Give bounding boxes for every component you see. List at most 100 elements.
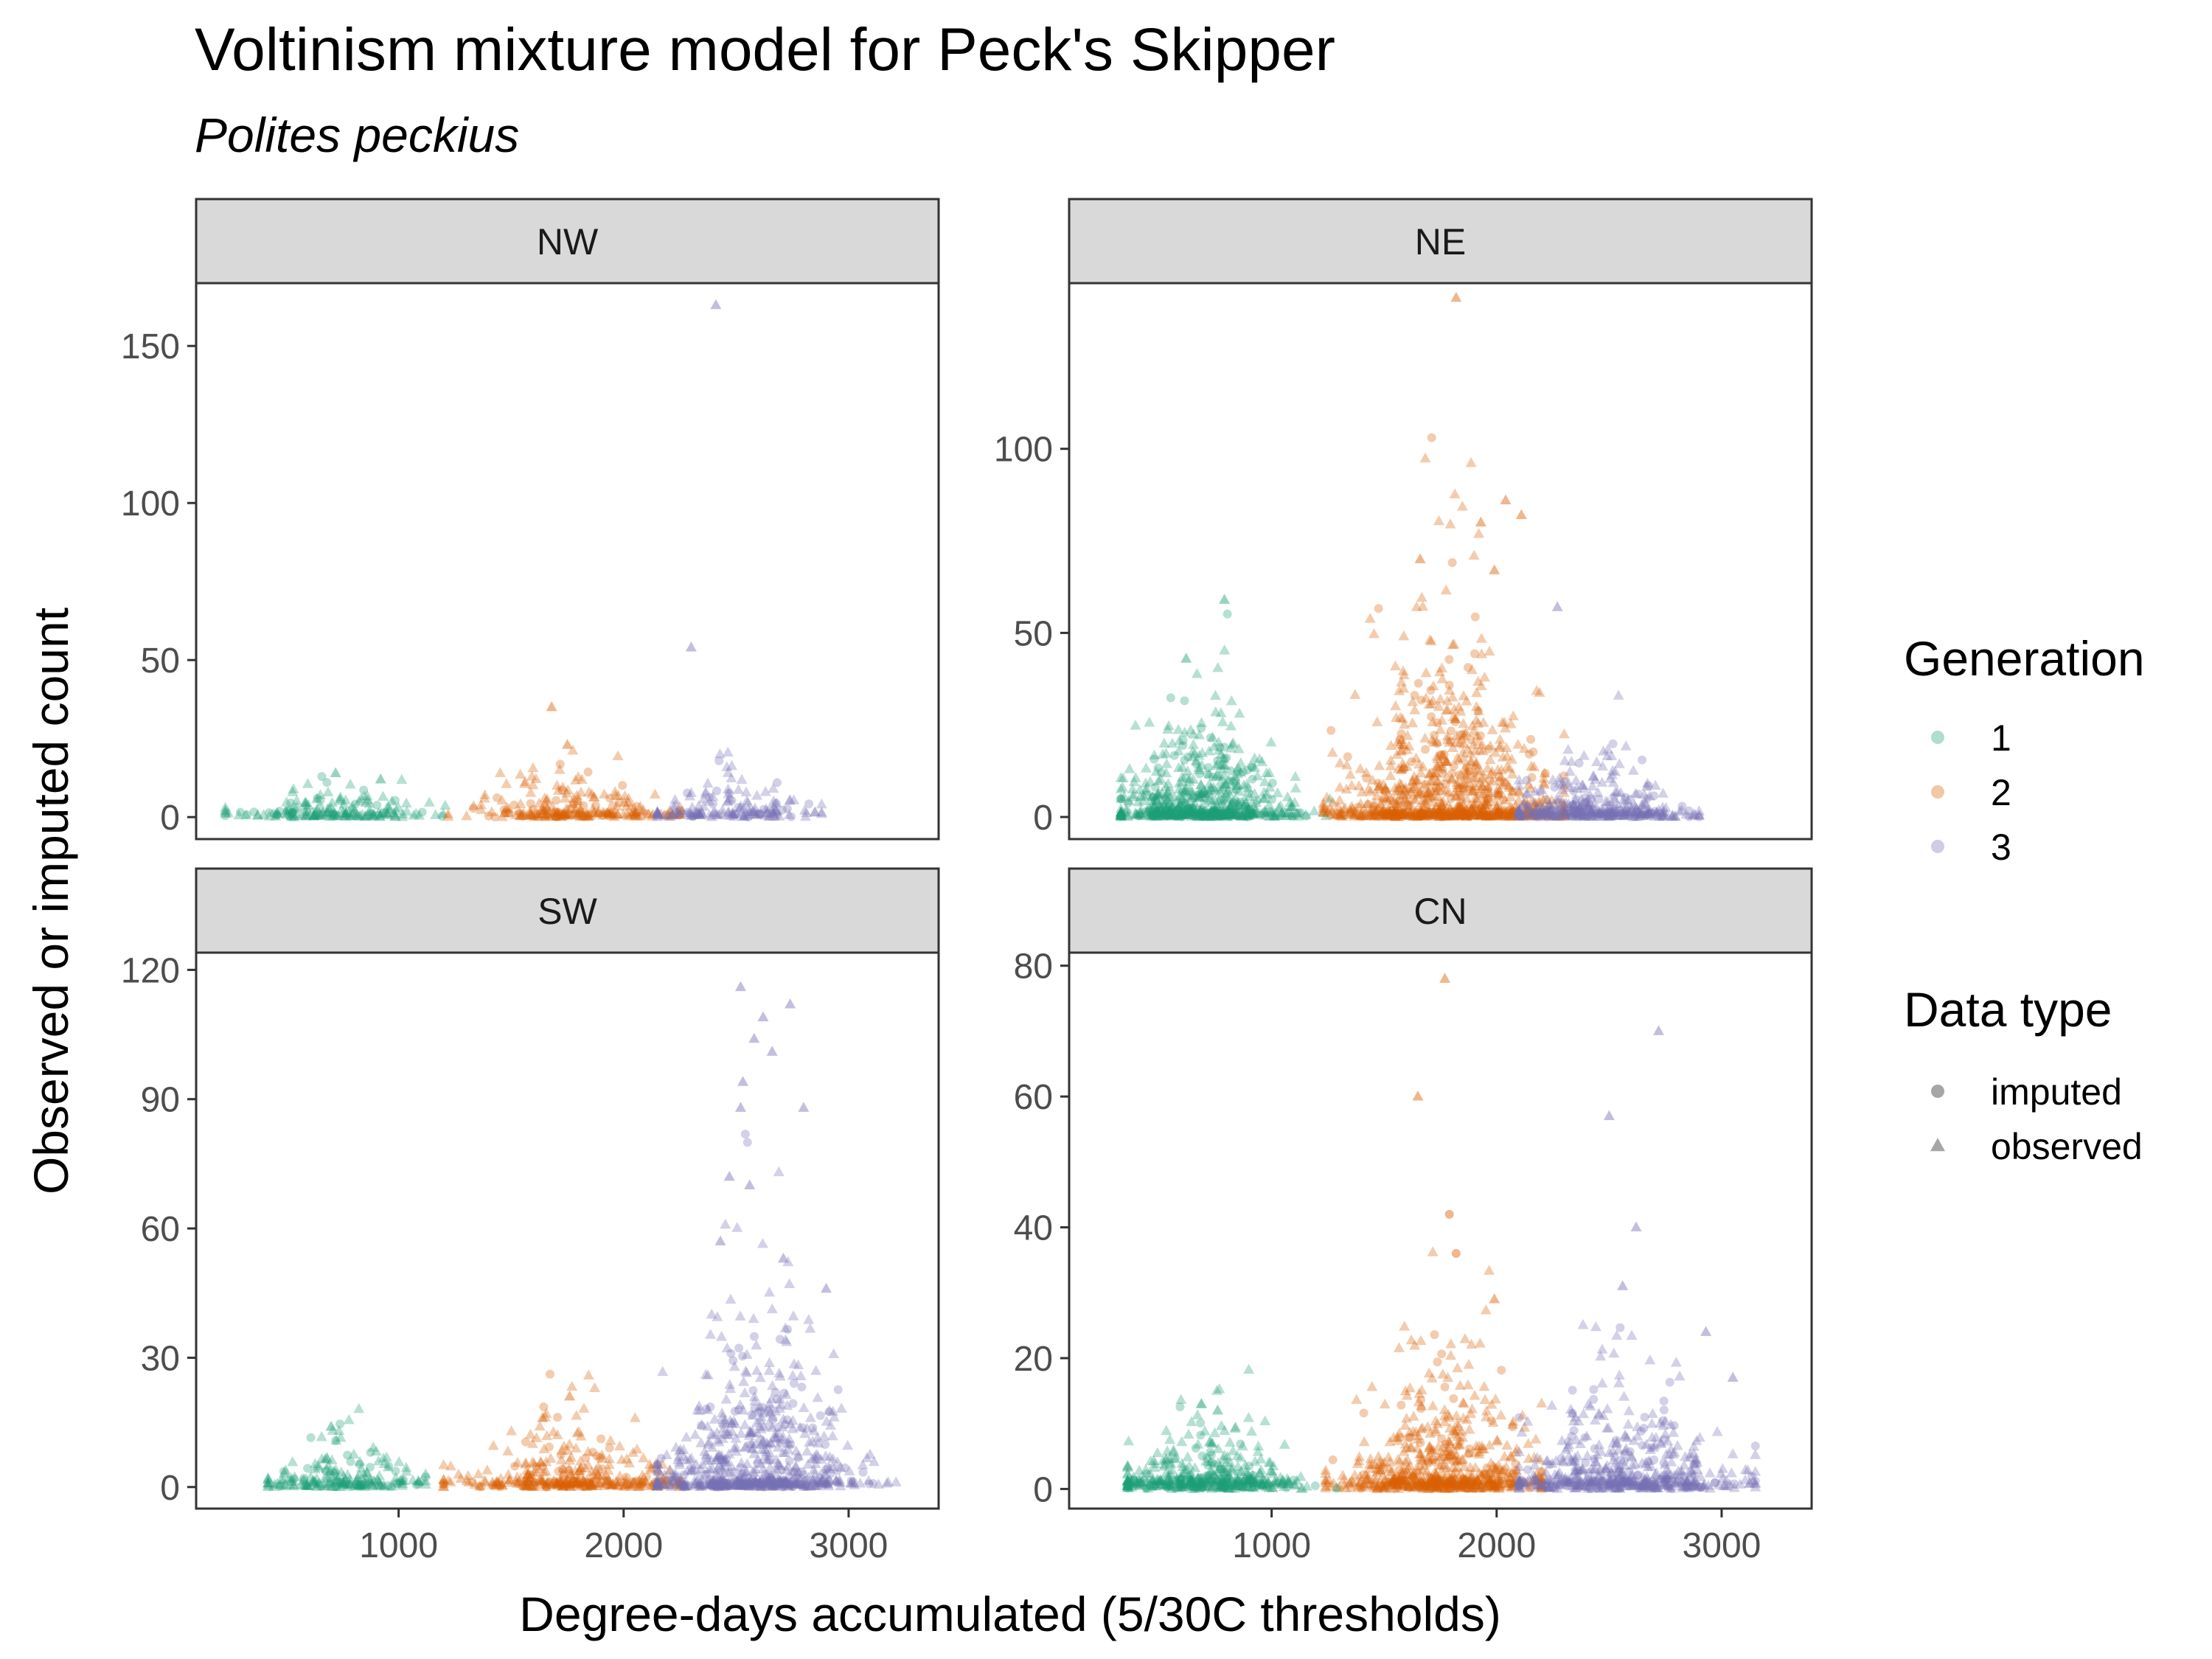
data-point-observed <box>1258 792 1270 803</box>
data-point-imputed <box>608 801 617 811</box>
data-point-observed <box>344 778 356 789</box>
y-tick-label: 100 <box>994 431 1053 470</box>
data-point-imputed <box>322 778 332 787</box>
data-point-observed <box>661 809 673 820</box>
data-point-imputed <box>588 1447 598 1457</box>
data-point-observed <box>555 810 567 821</box>
data-point-observed <box>1151 794 1163 805</box>
data-point-observed <box>1208 782 1220 792</box>
data-point-observed <box>742 803 754 813</box>
data-point-imputed <box>1473 706 1483 716</box>
data-point-observed <box>612 808 624 819</box>
data-point-observed <box>365 810 377 821</box>
data-point-observed <box>723 787 734 799</box>
data-point-observed <box>257 809 269 819</box>
data-point-observed <box>1144 806 1156 816</box>
data-point-observed <box>304 809 316 819</box>
data-point-observed <box>375 773 386 784</box>
data-point-observed <box>726 772 737 782</box>
data-point-observed <box>630 806 641 817</box>
data-point-observed <box>401 805 413 816</box>
data-point-imputed <box>557 1464 567 1474</box>
data-point-observed <box>361 809 373 819</box>
data-point-observed <box>559 793 571 803</box>
data-point-observed <box>582 807 594 818</box>
data-point-observed <box>326 796 338 807</box>
data-point-observed <box>1206 810 1217 821</box>
data-point-imputed <box>1441 779 1450 789</box>
data-point-observed <box>761 807 773 817</box>
data-point-imputed <box>1222 753 1231 762</box>
data-point-observed <box>1176 776 1188 786</box>
data-point-observed <box>744 806 756 816</box>
data-point-imputed <box>326 1473 335 1483</box>
data-point-imputed <box>1410 691 1419 700</box>
data-point-observed <box>439 799 451 810</box>
data-point-observed <box>1207 810 1219 821</box>
data-point-imputed <box>328 811 338 821</box>
data-point-observed <box>652 805 664 816</box>
data-point-observed <box>726 807 738 817</box>
data-point-observed <box>633 810 644 821</box>
data-point-imputed <box>510 1461 520 1471</box>
data-point-observed <box>588 807 600 817</box>
data-point-observed <box>311 803 323 814</box>
data-point-observed <box>397 808 408 819</box>
data-point-imputed <box>1427 433 1436 442</box>
data-point-observed <box>768 801 779 812</box>
data-point-observed <box>1241 801 1253 812</box>
data-point-observed <box>1193 808 1205 818</box>
data-point-observed <box>557 781 568 792</box>
data-point-observed <box>300 810 312 821</box>
data-point-imputed <box>1497 1366 1506 1375</box>
data-point-observed <box>328 806 340 817</box>
data-point-imputed <box>1197 811 1207 821</box>
data-point-observed <box>652 808 664 818</box>
data-point-imputed <box>685 1481 695 1491</box>
data-point-observed <box>693 808 705 818</box>
data-point-imputed <box>1160 810 1169 820</box>
data-point-imputed <box>1149 1481 1158 1490</box>
data-point-imputed <box>327 810 337 819</box>
data-point-observed <box>611 800 623 811</box>
data-point-observed <box>240 809 252 820</box>
data-point-imputed <box>574 809 584 818</box>
data-point-observed <box>552 808 564 819</box>
data-point-imputed <box>708 799 717 809</box>
data-point-imputed <box>1287 812 1297 821</box>
data-point-imputed <box>379 808 389 818</box>
data-point-observed <box>1208 740 1220 751</box>
data-point-observed <box>1128 776 1140 787</box>
data-point-observed <box>749 808 761 818</box>
data-point-observed <box>722 767 734 777</box>
data-point-imputed <box>789 1379 799 1388</box>
data-point-observed <box>313 807 325 818</box>
data-point-imputed <box>332 810 341 820</box>
data-point-observed <box>475 804 487 814</box>
data-point-observed <box>1251 770 1263 781</box>
data-point-observed <box>1136 810 1148 821</box>
data-point-imputed <box>737 810 746 820</box>
data-point-observed <box>307 810 319 820</box>
data-point-observed <box>712 809 723 820</box>
data-point-observed <box>288 810 300 821</box>
data-point-observed <box>1231 768 1243 779</box>
data-point-observed <box>1144 810 1155 820</box>
data-point-observed <box>322 786 334 797</box>
data-point-observed <box>620 800 632 811</box>
data-point-imputed <box>1231 810 1241 819</box>
data-point-imputed <box>1243 812 1253 821</box>
data-point-imputed <box>858 1467 868 1477</box>
data-point-imputed <box>1217 812 1226 821</box>
data-point-observed <box>338 798 350 809</box>
data-point-observed <box>664 808 675 818</box>
data-point-observed <box>770 805 782 816</box>
data-point-observed <box>723 806 734 817</box>
data-point-observed <box>361 790 373 801</box>
y-tick-label: 50 <box>1014 614 1053 653</box>
data-point-observed <box>532 808 544 818</box>
data-point-observed <box>1209 802 1221 813</box>
y-tick-label: 50 <box>141 641 180 681</box>
data-point-observed <box>543 809 554 820</box>
